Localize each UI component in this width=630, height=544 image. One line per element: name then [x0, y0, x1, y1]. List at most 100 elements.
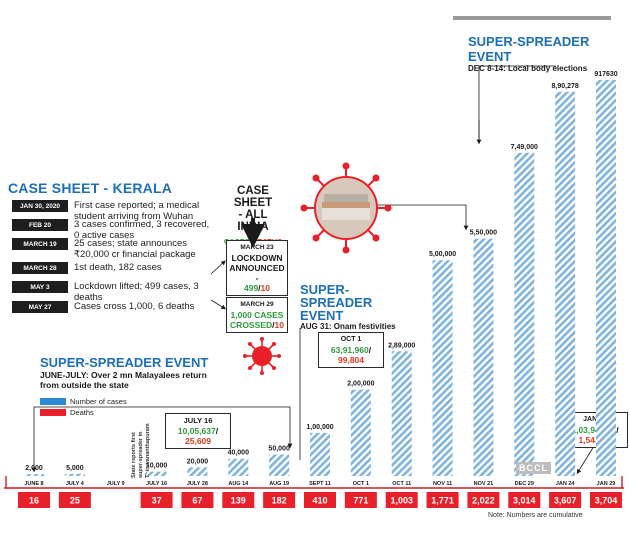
death-box [140, 492, 173, 508]
bar-value-label: 10,000 [146, 463, 168, 470]
callout-jan29-figs1: 1,03,94,352/ [566, 425, 624, 435]
bar-cases [146, 471, 167, 476]
case-sheet-date: MARCH 28 [12, 262, 68, 274]
callout-oct1-sep: / [368, 345, 372, 355]
x-tick-label: JULY 28 [187, 481, 208, 487]
case-sheet-text: Cases cross 1,000, 6 deaths [74, 301, 195, 312]
case-sheet-row: MAY 27 Cases cross 1,000, 6 deaths [12, 301, 214, 315]
ss1: SUPER-SPREADER EVENT JUNE-JULY: Over 2 m… [40, 355, 260, 390]
death-box [590, 492, 622, 508]
death-box [304, 492, 336, 508]
case-sheet-date: FEB 20 [12, 219, 68, 231]
death-box [508, 492, 541, 508]
x-tick-label: NOV 11 [433, 481, 452, 487]
death-box [58, 492, 91, 508]
callout-july16-cases: 10,05,637 [177, 426, 216, 436]
bar-cases [350, 389, 371, 476]
legend-deaths-label: Deaths [70, 408, 94, 417]
india-box-1000-sep: / [272, 320, 275, 330]
case-sheet-row: MAY 3 Lockdown lifted; 499 cases, 3 death… [12, 281, 214, 303]
case-sheet-text: First case reported; a medical student a… [74, 200, 200, 222]
bar-value-label: 2,000 [25, 465, 43, 472]
bar-value-label: 2,89,000 [388, 342, 415, 349]
case-sheet-text: 3 cases confirmed, 3 recovered, 0 active… [74, 219, 210, 241]
footnote: Note: Numbers are cumulative [488, 512, 583, 519]
death-box [181, 492, 214, 508]
death-value-label: 67 [192, 496, 202, 506]
death-box [385, 492, 418, 508]
india-box-lockdown-line1: LOCKDOWN [231, 253, 283, 263]
ss1-sub2: from outside the state [40, 380, 129, 390]
bar-value-label: 917630 [594, 71, 617, 78]
bar-value-label: 40,000 [228, 450, 250, 457]
death-value-label: 3,607 [554, 496, 577, 506]
x-tick-label: JAN 29 [597, 481, 616, 487]
death-value-label: 3,014 [513, 496, 536, 506]
bar-cases [514, 152, 535, 477]
ss1-title: SUPER-SPREADER EVENT [40, 355, 209, 370]
callout-jan29-sep: / [616, 425, 619, 435]
death-value-label: 139 [231, 496, 246, 506]
callout-oct1: OCT 1 63,91,960/ 99,804 [318, 332, 384, 368]
death-box [18, 492, 50, 508]
bar-cases [391, 351, 412, 476]
death-box [467, 492, 500, 508]
bar-value-label: 2,00,000 [347, 381, 374, 388]
ss2: SUPER-SPREADER EVENT AUG 31: Onam festiv… [300, 283, 410, 331]
bar-value-label: 5,50,000 [470, 230, 497, 237]
callout-july16-figs1: 10,05,637/ [169, 426, 227, 436]
india-box-lockdown-figs: 499/10 [229, 283, 285, 293]
ss3-title: SUPER-SPREADER EVENT [468, 34, 590, 64]
death-box [549, 492, 582, 508]
callout-oct1-figs1: 63,91,960/ [322, 345, 380, 355]
ss3: SUPER-SPREADER EVENT DEC 8-14: Local bod… [468, 34, 618, 73]
case-sheet-row: JAN 30, 2020 First case reported; a medic… [12, 200, 214, 222]
bar-cases [310, 432, 330, 476]
case-sheet-text: 1st death, 182 cases [74, 262, 162, 273]
x-tick-label: JUNE 8 [24, 481, 43, 487]
bar-value-label: 8,90,278 [552, 83, 579, 90]
case-sheet-text: Lockdown lifted; 499 cases, 3 deaths [74, 281, 199, 303]
death-value-label: 410 [312, 496, 327, 506]
india-box-1000-line2: CROSSED/10 [229, 320, 285, 330]
death-box [222, 492, 255, 508]
callout-jan29-date: JAN 29 [583, 416, 607, 423]
case-sheet-date: MAY 27 [12, 301, 68, 313]
x-tick-label: JULY 4 [66, 481, 85, 487]
bar-value-label: 50,000 [268, 445, 290, 452]
death-value-label: 2,022 [472, 496, 495, 506]
india-box-lockdown-sep: / [258, 283, 261, 293]
legend: Number of cases Deaths [40, 396, 127, 418]
x-tick-label: AUG 14 [228, 481, 249, 487]
callout-oct1-date: OCT 1 [340, 336, 362, 343]
bar-cases [269, 454, 290, 476]
india-box-1000-line1: 1,000 CASES [230, 310, 284, 320]
x-tick-label: JULY 16 [146, 481, 167, 487]
india-box-1000: MARCH 29 1,000 CASES CROSSED/10 [226, 297, 288, 333]
death-box [426, 492, 459, 508]
ss2-title2: EVENT [300, 308, 344, 323]
death-value-label: 1,771 [431, 496, 454, 506]
top-rule [453, 16, 611, 20]
case-sheet-row: MARCH 28 1st death, 182 cases [12, 262, 214, 276]
x-tick-label: DEC 29 [515, 481, 534, 487]
death-value-label: 16 [29, 496, 39, 506]
x-tick-label: AUG 19 [269, 481, 289, 487]
bar-value-label: 7,49,000 [511, 144, 538, 151]
bar-value-label: 5,000 [66, 465, 84, 472]
ss3-sub: DEC 8-14: Local body elections [468, 64, 588, 73]
bar-cases [24, 474, 44, 476]
legend-cases-label: Number of cases [70, 397, 127, 406]
india-title-line1: CASE SHEET [233, 185, 273, 209]
legend-deaths: Deaths [40, 407, 127, 418]
legend-cases: Number of cases [40, 396, 127, 407]
x-tick-label: OCT 11 [392, 481, 411, 487]
india-box-lockdown-deaths: 10 [260, 283, 271, 293]
death-value-label: 37 [152, 496, 162, 506]
bar-cases [596, 80, 616, 476]
death-value-label: 25 [70, 496, 80, 506]
callout-july16: JULY 16 10,05,637/ 25,609 [165, 413, 231, 449]
case-sheet-row: MARCH 19 25 cases; state announces ₹20,00… [12, 238, 214, 260]
legend-deaths-swatch [40, 409, 66, 416]
